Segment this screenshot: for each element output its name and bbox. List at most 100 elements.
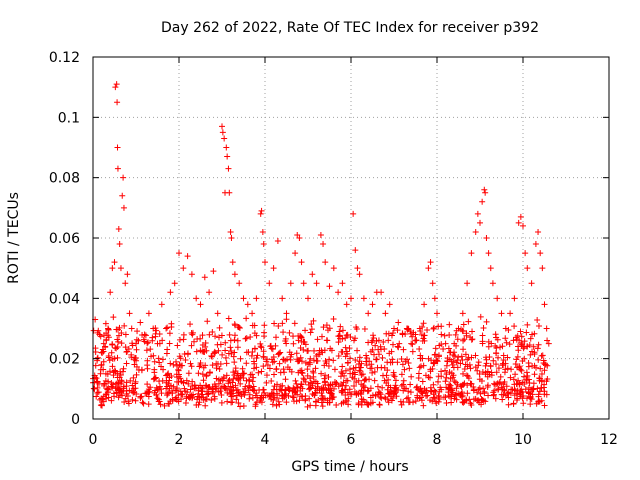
data-point	[110, 381, 117, 388]
data-point	[339, 387, 346, 394]
data-point	[271, 320, 278, 327]
data-point	[477, 219, 483, 226]
data-point	[544, 376, 551, 382]
data-point	[217, 388, 224, 395]
data-point	[277, 369, 284, 376]
data-point	[307, 380, 314, 387]
data-point	[264, 362, 271, 369]
data-point	[209, 328, 216, 335]
data-point	[342, 367, 349, 374]
data-point	[164, 392, 171, 399]
data-point	[531, 362, 538, 369]
data-point	[226, 331, 233, 338]
data-point	[132, 380, 139, 387]
data-point	[474, 367, 481, 374]
data-point	[368, 361, 375, 368]
data-point	[376, 401, 383, 408]
data-point	[447, 349, 454, 356]
data-point	[429, 365, 436, 372]
data-point	[479, 332, 486, 339]
data-point	[204, 318, 211, 325]
data-point	[432, 351, 439, 358]
data-point	[250, 374, 257, 381]
data-point	[464, 363, 471, 370]
data-point	[435, 373, 442, 380]
data-point	[241, 391, 248, 398]
grid	[93, 57, 609, 419]
data-point	[465, 375, 472, 382]
data-point	[214, 361, 221, 368]
data-point	[108, 349, 115, 356]
data-point	[133, 363, 140, 370]
data-point	[510, 376, 517, 383]
data-point	[298, 259, 305, 266]
data-point	[459, 310, 466, 317]
data-point	[545, 340, 552, 347]
data-point	[475, 359, 482, 366]
y-axis-label: ROTI / TECUs	[6, 192, 22, 284]
data-point	[314, 336, 321, 343]
x-tick-label: 2	[175, 432, 184, 448]
data-point	[188, 363, 195, 370]
data-point	[199, 385, 206, 392]
data-point	[114, 379, 121, 386]
data-point	[234, 337, 241, 344]
data-point	[315, 351, 322, 358]
data-point	[173, 396, 180, 403]
data-point	[246, 395, 253, 402]
data-point	[534, 317, 541, 324]
data-point	[429, 280, 436, 287]
data-point	[307, 355, 314, 362]
data-point	[451, 395, 458, 402]
data-point	[266, 392, 273, 399]
data-point	[349, 370, 356, 377]
data-point	[380, 339, 387, 346]
data-point	[502, 366, 509, 373]
data-point	[412, 398, 419, 405]
data-point	[409, 348, 416, 355]
data-point	[100, 348, 107, 355]
data-point	[463, 397, 470, 404]
data-point	[356, 271, 363, 278]
data-point	[459, 389, 466, 396]
data-point	[218, 391, 225, 398]
data-point	[415, 374, 422, 381]
data-point	[231, 359, 238, 366]
data-point	[288, 351, 295, 358]
data-point	[275, 398, 282, 405]
data-point	[300, 346, 307, 353]
data-point	[236, 280, 243, 287]
data-point	[337, 381, 344, 388]
data-point	[133, 346, 140, 353]
data-point	[188, 342, 195, 349]
data-point	[521, 381, 528, 388]
data-point	[472, 228, 479, 235]
data-point	[173, 387, 180, 394]
data-point	[438, 331, 445, 338]
data-point	[254, 394, 261, 401]
x-tick-label: 6	[347, 432, 356, 448]
data-point	[100, 398, 107, 405]
data-point	[525, 363, 532, 370]
data-point	[185, 380, 192, 387]
data-point	[114, 144, 121, 151]
data-point	[249, 386, 256, 393]
data-point	[351, 382, 358, 389]
data-point	[322, 378, 329, 385]
data-point	[371, 351, 378, 358]
data-point	[470, 396, 477, 403]
data-point	[298, 333, 305, 340]
data-point	[408, 373, 415, 380]
data-point	[158, 386, 165, 393]
data-point	[423, 387, 430, 394]
data-point	[541, 402, 548, 409]
data-point	[516, 364, 523, 371]
data-point	[325, 374, 332, 381]
data-point	[535, 393, 542, 400]
data-point	[532, 241, 539, 248]
data-point	[247, 334, 254, 341]
x-tick-label: 8	[433, 432, 442, 448]
data-point	[345, 401, 352, 408]
data-point	[431, 395, 438, 402]
data-point	[183, 377, 190, 384]
